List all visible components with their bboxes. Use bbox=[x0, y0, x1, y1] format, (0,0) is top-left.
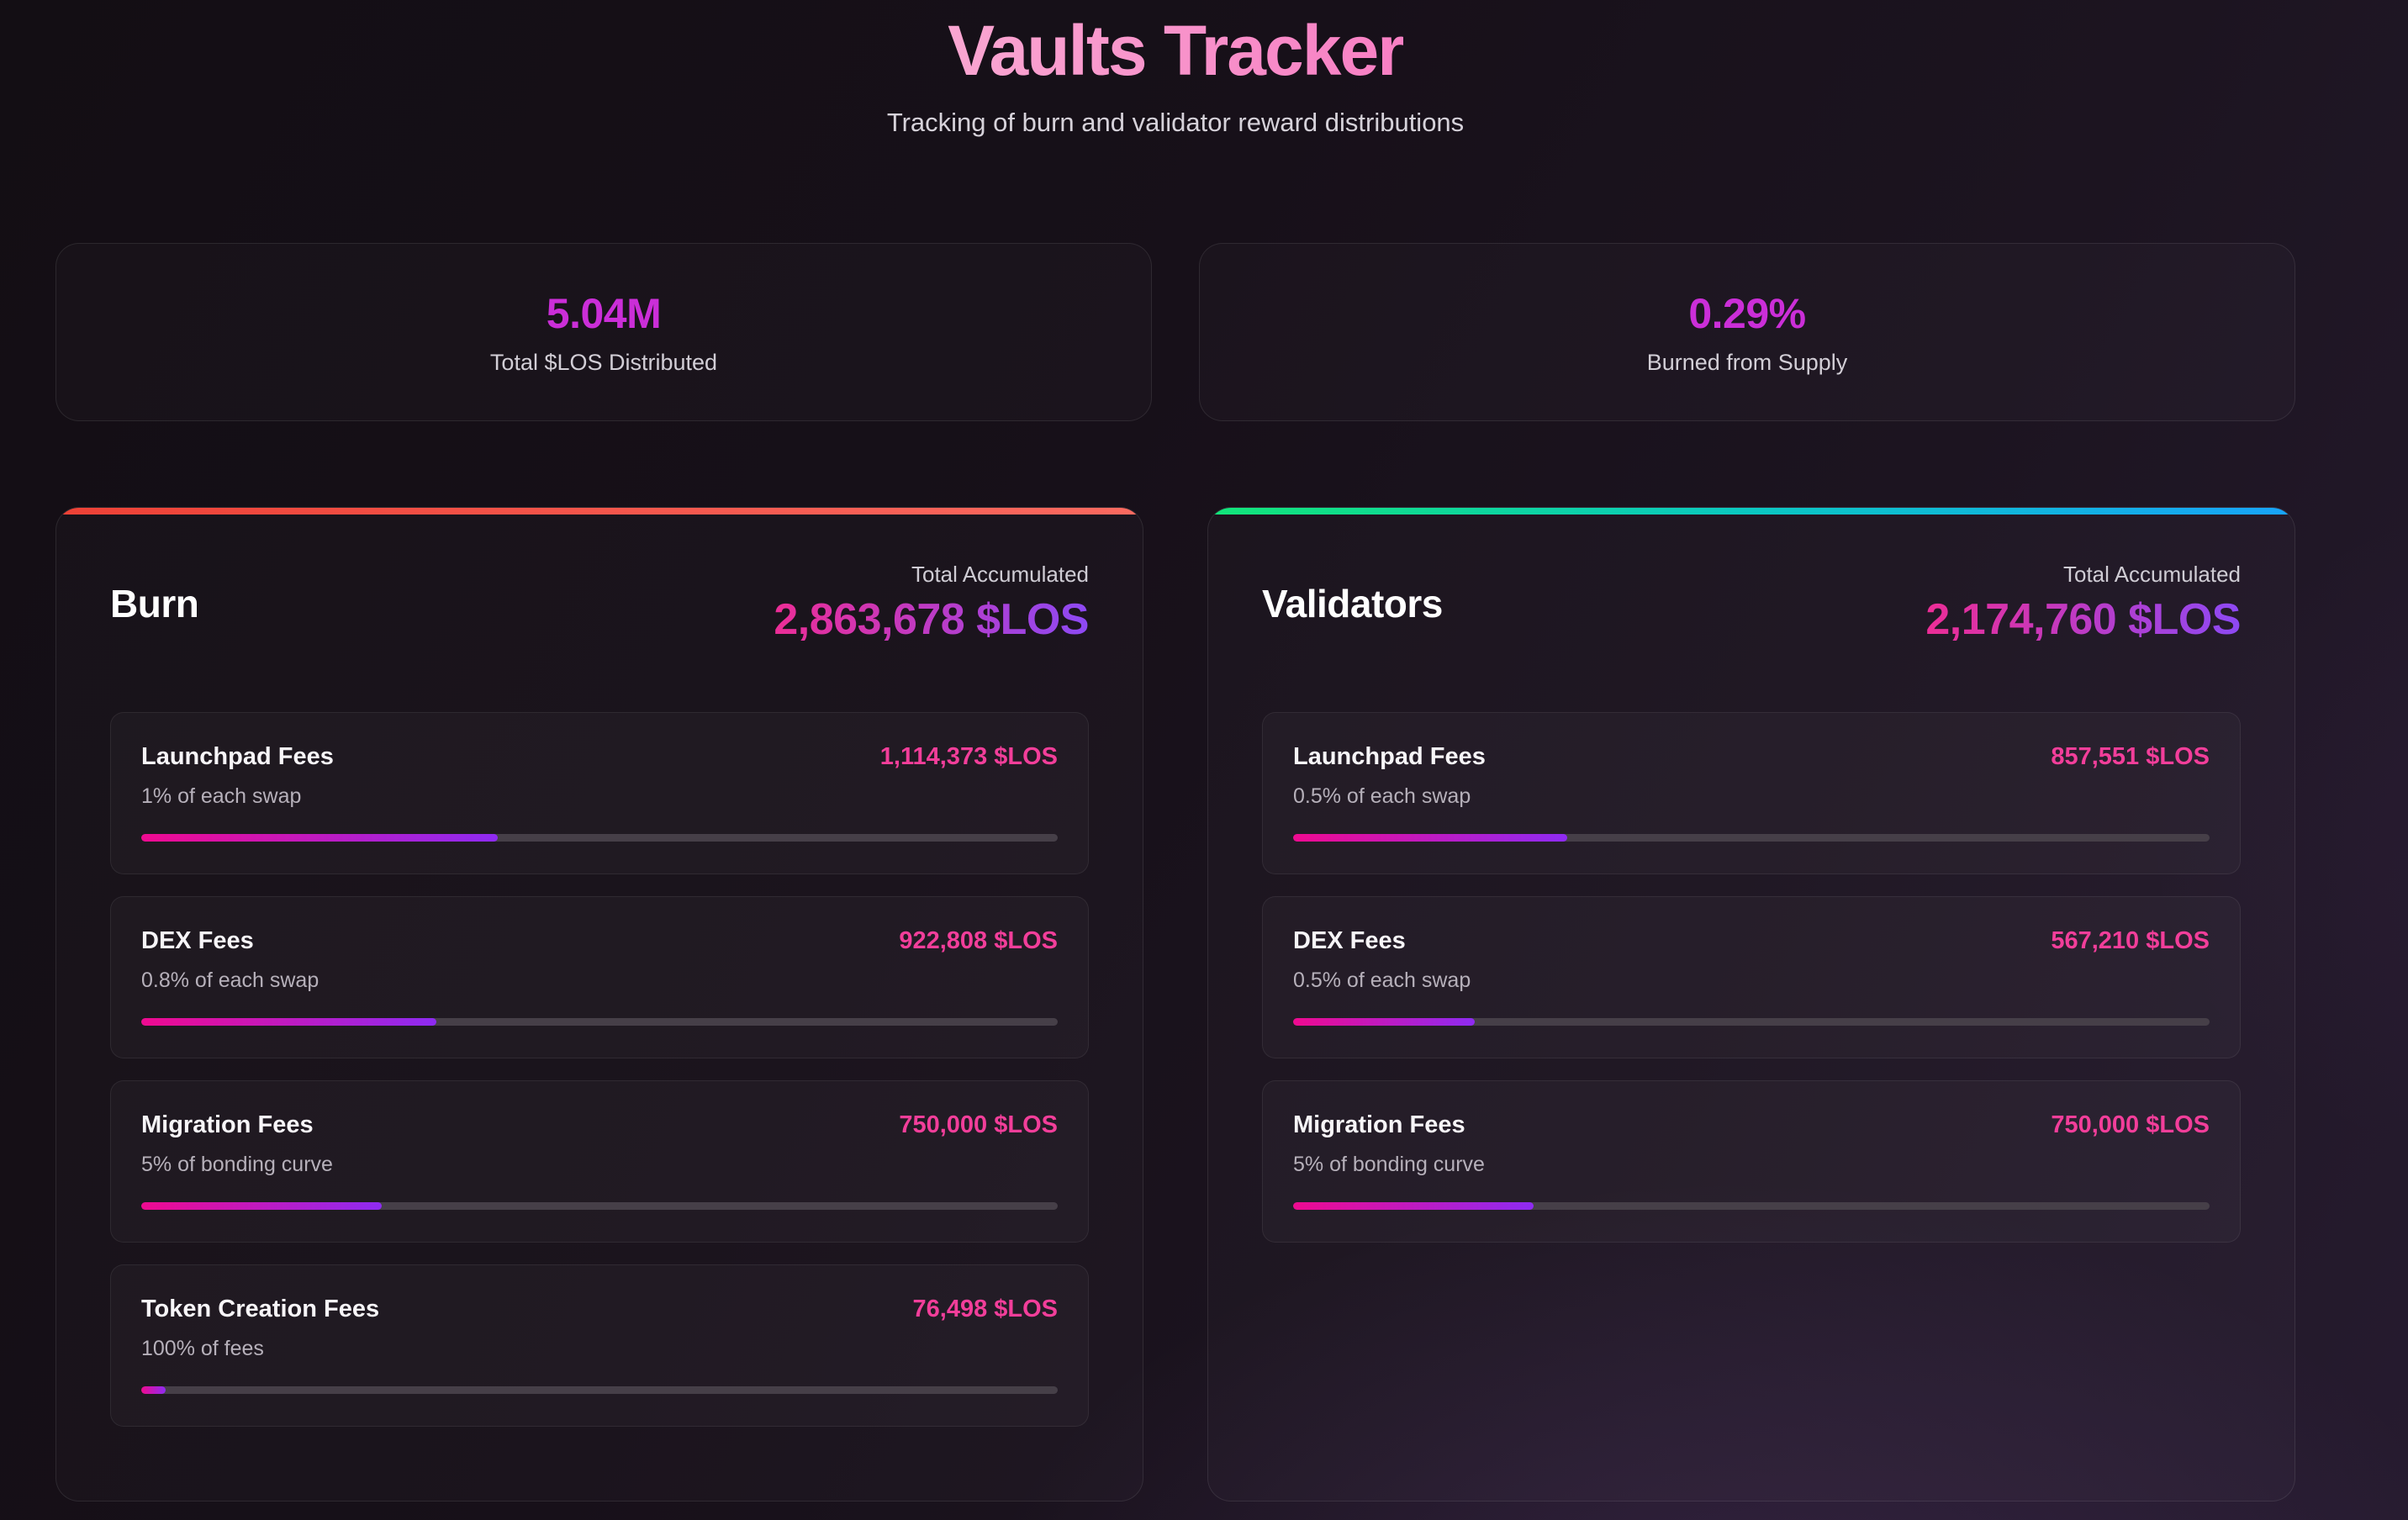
progress-track bbox=[141, 1018, 1058, 1027]
fee-rate: 100% of fees bbox=[141, 1337, 264, 1361]
fee-row-head: Launchpad Fees 1,114,373 $LOS bbox=[141, 743, 1058, 771]
progress-fill bbox=[141, 834, 498, 842]
page-subtitle: Tracking of burn and validator reward di… bbox=[886, 108, 1465, 138]
validators-accent-bar bbox=[1208, 508, 2294, 515]
vault-cards: Burn Total Accumulated 2,863,678 $LOS La… bbox=[55, 507, 2295, 1502]
fee-title: DEX Fees bbox=[1293, 927, 1406, 955]
progress-track bbox=[1293, 1202, 2210, 1211]
fee-amount: 1,114,373 $LOS bbox=[879, 743, 1058, 771]
fee-row: Token Creation Fees 76,498 $LOS 100% of … bbox=[110, 1264, 1089, 1428]
fee-row: Migration Fees 750,000 $LOS 5% of bondin… bbox=[1262, 1080, 2241, 1243]
fee-row-head: Migration Fees 750,000 $LOS bbox=[141, 1111, 1058, 1139]
burn-fee-rows: Launchpad Fees 1,114,373 $LOS 1% of each… bbox=[110, 712, 1089, 1428]
fee-title: Migration Fees bbox=[141, 1111, 314, 1139]
total-accumulated-label: Total Accumulated bbox=[2062, 562, 2241, 588]
fee-row-head: Token Creation Fees 76,498 $LOS bbox=[141, 1296, 1058, 1323]
fee-rate: 5% of bonding curve bbox=[141, 1153, 333, 1177]
burn-total-value: 2,863,678 $LOS bbox=[774, 595, 1089, 645]
fee-rate: 0.5% of each swap bbox=[1293, 784, 1471, 809]
page-title: Vaults Tracker bbox=[948, 11, 1405, 90]
fee-row-head: Launchpad Fees 857,551 $LOS bbox=[1293, 743, 2210, 771]
fee-amount: 922,808 $LOS bbox=[899, 927, 1058, 955]
progress-fill bbox=[141, 1018, 436, 1027]
progress-track bbox=[141, 1386, 1058, 1395]
vault-name-validators: Validators bbox=[1262, 581, 1443, 625]
progress-track bbox=[141, 834, 1058, 842]
fee-row: Launchpad Fees 857,551 $LOS 0.5% of each… bbox=[1262, 712, 2241, 875]
progress-track bbox=[1293, 1018, 2210, 1027]
fee-title: Launchpad Fees bbox=[141, 743, 334, 771]
fee-rate: 0.8% of each swap bbox=[141, 968, 319, 993]
fee-rate: 5% of bonding curve bbox=[1293, 1153, 1485, 1177]
fee-title: Token Creation Fees bbox=[141, 1296, 380, 1323]
burn-total-block: Total Accumulated 2,863,678 $LOS bbox=[774, 562, 1089, 645]
stat-label-burned-supply: Burned from Supply bbox=[1646, 349, 1848, 375]
summary-stats: 5.04M Total $LOS Distributed 0.29% Burne… bbox=[55, 243, 2295, 422]
burn-accent-bar bbox=[56, 508, 1143, 515]
fee-row: DEX Fees 922,808 $LOS 0.8% of each swap bbox=[110, 896, 1089, 1059]
fee-title: DEX Fees bbox=[141, 927, 254, 955]
fee-row: Migration Fees 750,000 $LOS 5% of bondin… bbox=[110, 1080, 1089, 1243]
fee-rate: 0.5% of each swap bbox=[1293, 968, 1471, 993]
total-accumulated-label: Total Accumulated bbox=[911, 562, 1089, 588]
fee-title: Migration Fees bbox=[1293, 1111, 1465, 1139]
validators-fee-rows: Launchpad Fees 857,551 $LOS 0.5% of each… bbox=[1262, 712, 2241, 1243]
fee-row: DEX Fees 567,210 $LOS 0.5% of each swap bbox=[1262, 896, 2241, 1059]
vault-name-burn: Burn bbox=[110, 581, 199, 625]
validators-vault-card: Validators Total Accumulated 2,174,760 $… bbox=[1207, 507, 2295, 1502]
fee-amount: 76,498 $LOS bbox=[912, 1296, 1059, 1323]
stat-card-total-distributed: 5.04M Total $LOS Distributed bbox=[55, 243, 1152, 422]
stat-value-total-distributed: 5.04M bbox=[546, 289, 662, 337]
progress-fill bbox=[141, 1386, 166, 1395]
burn-vault-header: Burn Total Accumulated 2,863,678 $LOS bbox=[110, 562, 1089, 645]
validators-total-block: Total Accumulated 2,174,760 $LOS bbox=[1925, 562, 2241, 645]
burn-vault-card: Burn Total Accumulated 2,863,678 $LOS La… bbox=[55, 507, 1143, 1502]
progress-fill bbox=[1293, 1018, 1475, 1027]
stat-value-burned-supply: 0.29% bbox=[1688, 289, 1806, 337]
fee-row-head: Migration Fees 750,000 $LOS bbox=[1293, 1111, 2210, 1139]
progress-fill bbox=[141, 1202, 382, 1211]
validators-total-value: 2,174,760 $LOS bbox=[1925, 595, 2241, 645]
stat-card-burned-supply: 0.29% Burned from Supply bbox=[1199, 243, 2295, 422]
validators-vault-header: Validators Total Accumulated 2,174,760 $… bbox=[1262, 562, 2241, 645]
fee-title: Launchpad Fees bbox=[1293, 743, 1486, 771]
stat-label-total-distributed: Total $LOS Distributed bbox=[489, 349, 718, 375]
progress-track bbox=[1293, 834, 2210, 842]
fee-row-head: DEX Fees 567,210 $LOS bbox=[1293, 927, 2210, 955]
fee-amount: 857,551 $LOS bbox=[2051, 743, 2210, 771]
progress-track bbox=[141, 1202, 1058, 1211]
fee-rate: 1% of each swap bbox=[141, 784, 302, 809]
page-header: Vaults Tracker Tracking of burn and vali… bbox=[55, 0, 2295, 138]
fee-amount: 750,000 $LOS bbox=[899, 1111, 1058, 1139]
progress-fill bbox=[1293, 834, 1567, 842]
fee-amount: 567,210 $LOS bbox=[2051, 927, 2210, 955]
progress-fill bbox=[1293, 1202, 1534, 1211]
fee-row-head: DEX Fees 922,808 $LOS bbox=[141, 927, 1058, 955]
fee-amount: 750,000 $LOS bbox=[2051, 1111, 2210, 1139]
fee-row: Launchpad Fees 1,114,373 $LOS 1% of each… bbox=[110, 712, 1089, 875]
